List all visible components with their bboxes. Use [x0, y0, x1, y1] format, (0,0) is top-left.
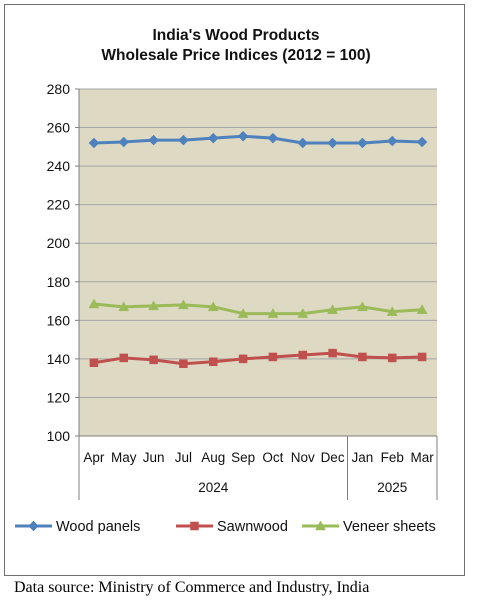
y-tick-label: 220	[47, 197, 71, 213]
data-point-wood-panels	[416, 136, 428, 148]
data-point-sawnwood	[89, 358, 99, 367]
data-point-wood-panels	[237, 130, 249, 142]
legend-marker-sawnwood	[190, 521, 199, 531]
data-point-wood-panels	[148, 134, 159, 146]
data-point-sawnwood	[149, 355, 158, 365]
data-point-veneer-sheets	[118, 301, 130, 312]
y-tick-label: 180	[47, 274, 71, 290]
data-point-sawnwood	[268, 352, 278, 362]
x-group-label-2025: 2025	[377, 480, 407, 495]
data-point-wood-panels	[267, 132, 279, 144]
data-point-wood-panels	[357, 137, 368, 149]
legend-label-sawnwood: Sawnwood	[217, 519, 288, 535]
chart: India's Wood Products Wholesale Price In…	[15, 27, 438, 535]
data-point-wood-panels	[88, 137, 100, 149]
series-line-sawnwood	[93, 351, 423, 366]
data-point-veneer-sheets	[88, 298, 100, 309]
data-point-sawnwood	[328, 348, 337, 358]
y-tick-label: 260	[47, 120, 71, 136]
data-point-sawnwood	[298, 350, 307, 360]
data-point-veneer-sheets	[386, 306, 398, 316]
series-line-veneer-sheets	[93, 302, 423, 316]
y-tick-label: 100	[47, 428, 71, 444]
plot-area: 100 120 140 160 180 200 220 240 260 280 Apr May Jun J…	[47, 81, 438, 500]
data-point-sawnwood	[417, 352, 427, 362]
data-point-veneer-sheets	[356, 301, 368, 312]
plot-background	[79, 89, 437, 436]
x-tick-label-nov: Nov	[291, 450, 315, 465]
x-tick-label-feb: Feb	[381, 450, 404, 465]
legend: Wood panels Sawnwood Veneer sheets	[15, 519, 436, 535]
data-point-wood-panels	[297, 137, 309, 149]
data-point-sawnwood	[238, 354, 248, 364]
data-point-veneer-sheets	[327, 304, 339, 314]
chart-title-line-2: Wholesale Price Indices (2012 = 100)	[101, 47, 370, 64]
x-tick-label-dec: Dec	[321, 450, 345, 465]
data-point-veneer-sheets	[297, 308, 309, 318]
x-tick-label-sep: Sep	[231, 450, 255, 465]
legend-marker-wood-panels	[28, 520, 39, 532]
y-tick-label: 240	[47, 158, 71, 174]
x-tick-label-oct: Oct	[262, 450, 283, 465]
data-point-veneer-sheets	[177, 299, 189, 310]
x-tick-label-apr: Apr	[83, 450, 105, 465]
data-point-veneer-sheets	[148, 300, 160, 311]
data-point-sawnwood	[179, 359, 188, 368]
legend-label-veneer-sheets: Veneer sheets	[343, 519, 436, 535]
data-point-sawnwood	[388, 353, 397, 363]
data-point-wood-panels	[207, 132, 219, 144]
data-point-sawnwood	[209, 357, 218, 367]
x-tick-label-jul: Jul	[175, 450, 192, 465]
x-tick-label-aug: Aug	[201, 450, 225, 465]
data-point-wood-panels	[327, 137, 338, 149]
legend-label-wood-panels: Wood panels	[56, 519, 140, 535]
data-point-veneer-sheets	[237, 308, 249, 318]
x-group-label-2024: 2024	[198, 480, 229, 495]
y-tick-label: 280	[47, 81, 71, 97]
data-point-wood-panels	[386, 135, 398, 147]
x-tick-label-jun: Jun	[143, 450, 165, 465]
data-point-veneer-sheets	[207, 301, 219, 312]
x-tick-label-mar: Mar	[410, 450, 434, 465]
y-tick-label: 160	[47, 312, 71, 328]
data-point-veneer-sheets	[416, 304, 428, 314]
data-point-veneer-sheets	[267, 308, 279, 318]
data-source-note: Data source: Ministry of Commerce and In…	[14, 579, 370, 596]
legend-marker-veneer-sheets	[315, 520, 326, 531]
data-point-wood-panels	[118, 136, 130, 148]
data-point-sawnwood	[358, 352, 367, 362]
y-tick-label: 120	[47, 389, 71, 405]
chart-title-line-1: India's Wood Products	[152, 27, 319, 44]
x-tick-label-may: May	[111, 450, 137, 465]
data-point-wood-panels	[178, 134, 189, 146]
y-tick-label: 200	[47, 235, 71, 251]
x-tick-label-jan: Jan	[352, 450, 374, 465]
y-tick-label: 140	[47, 351, 71, 367]
data-point-sawnwood	[119, 353, 128, 363]
